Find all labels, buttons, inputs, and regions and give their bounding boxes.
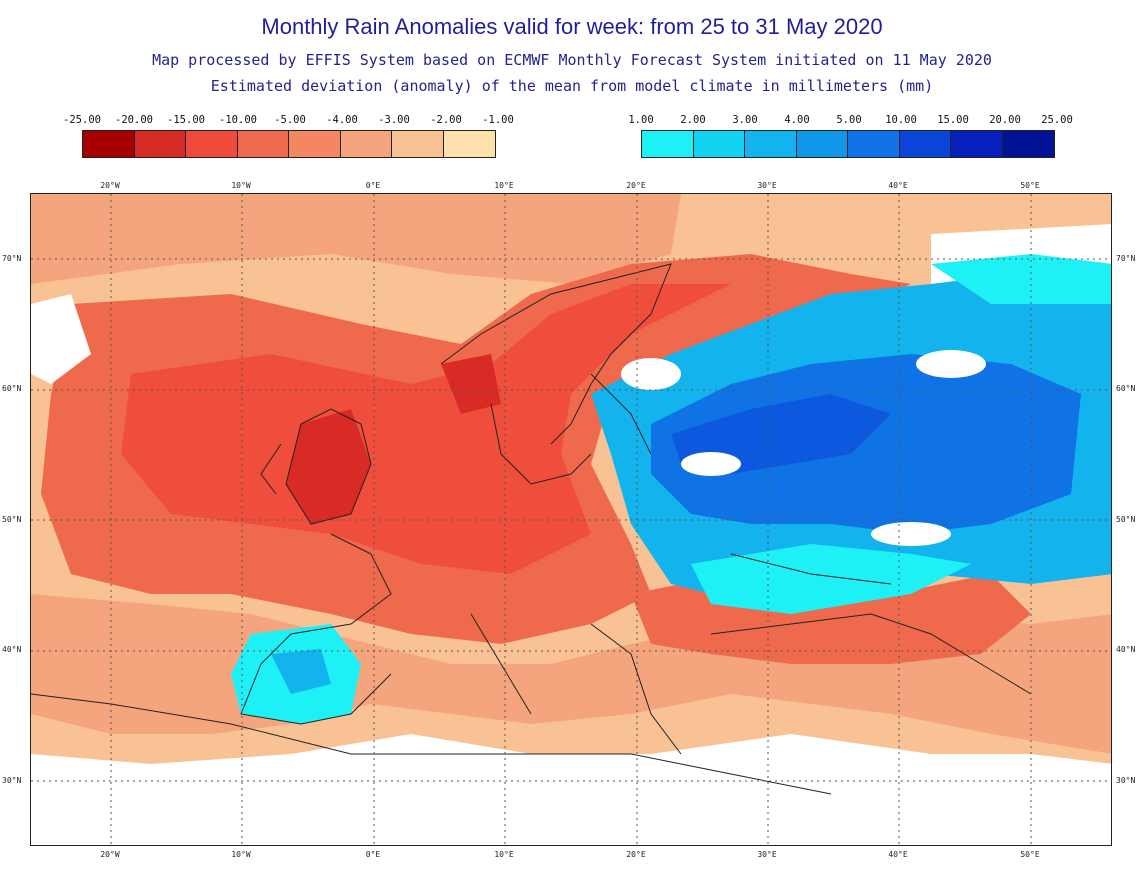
legend-negative-swatch bbox=[83, 131, 135, 157]
no-anomaly-zone-greenland bbox=[31, 294, 91, 384]
longitude-label-bottom: 10°W bbox=[231, 850, 251, 859]
latitude-label-left: 60°N bbox=[2, 384, 22, 393]
legend-positive-label: 5.00 bbox=[836, 114, 862, 126]
graticule bbox=[31, 194, 1111, 845]
legend-positive-label: 20.00 bbox=[989, 114, 1021, 126]
legend-negative-swatch bbox=[340, 131, 392, 157]
longitude-label-top: 0°E bbox=[365, 181, 381, 190]
legend-negative-label: -3.00 bbox=[378, 114, 410, 126]
no-anomaly-patch bbox=[621, 358, 681, 390]
legend-positive-label: 15.00 bbox=[937, 114, 969, 126]
legend-positive-label: 3.00 bbox=[732, 114, 758, 126]
legend-negative-labels: -25.00 -20.00 -15.00 -10.00 -5.00 -4.00 -3.00 -… bbox=[63, 114, 514, 128]
map-subtitle-processing: Map processed by EFFIS System based on E… bbox=[152, 51, 992, 69]
latitude-label-right: 40°N bbox=[1116, 645, 1136, 654]
anomaly-zone-north-atlantic bbox=[31, 194, 681, 284]
legend-negative-label: -5.00 bbox=[274, 114, 306, 126]
latitude-label-left: 30°N bbox=[2, 776, 22, 785]
anomaly-zone-core-red bbox=[121, 284, 731, 574]
latitude-label-left: 70°N bbox=[2, 254, 22, 263]
legend-negative-swatch bbox=[237, 131, 289, 157]
longitude-label-bottom: 30°E bbox=[757, 850, 777, 859]
longitude-label-top: 50°E bbox=[1020, 181, 1040, 190]
legend-negative-swatch bbox=[443, 131, 495, 157]
longitude-label-bottom: 40°E bbox=[888, 850, 908, 859]
longitude-label-top: 20°W bbox=[100, 181, 120, 190]
no-anomaly-patch bbox=[681, 452, 741, 476]
longitude-label-top: 40°E bbox=[888, 181, 908, 190]
anomaly-map[interactable] bbox=[30, 193, 1112, 846]
legend-positive-swatch bbox=[899, 131, 951, 157]
no-anomaly-patch bbox=[871, 522, 951, 546]
longitude-label-bottom: 20°E bbox=[626, 850, 646, 859]
legend-positive-label: 1.00 bbox=[628, 114, 654, 126]
legend-positive-swatches bbox=[641, 130, 1055, 158]
legend-positive-swatch bbox=[848, 131, 900, 157]
legend-positive-label: 10.00 bbox=[885, 114, 917, 126]
legend-positive-swatch bbox=[745, 131, 797, 157]
longitude-label-bottom: 20°W bbox=[100, 850, 120, 859]
legend-positive-swatch bbox=[1002, 131, 1054, 157]
anomaly-zone-british-isles bbox=[286, 409, 371, 524]
legend-positive-labels: 1.00 2.00 3.00 4.00 5.00 10.00 15.00 20.00 25.00 bbox=[628, 114, 1072, 128]
legend-positive-label: 25.00 bbox=[1041, 114, 1073, 126]
latitude-label-right: 60°N bbox=[1116, 384, 1136, 393]
legend-negative-swatch bbox=[186, 131, 238, 157]
legend-negative-swatch bbox=[289, 131, 341, 157]
anomaly-zone-norway bbox=[441, 354, 501, 414]
no-anomaly-zone-north-africa bbox=[31, 734, 1111, 845]
anomaly-zone-russia-wet-core bbox=[651, 354, 1081, 534]
latitude-label-right: 50°N bbox=[1116, 515, 1136, 524]
latitude-label-left: 40°N bbox=[2, 645, 22, 654]
legend-positive-swatch bbox=[796, 131, 848, 157]
legend-positive-swatch bbox=[951, 131, 1003, 157]
longitude-label-bottom: 50°E bbox=[1020, 850, 1040, 859]
longitude-label-top: 10°E bbox=[494, 181, 514, 190]
legend-negative-label: -2.00 bbox=[430, 114, 462, 126]
map-title: Monthly Rain Anomalies valid for week: f… bbox=[261, 14, 883, 39]
legend-negative-label: -15.00 bbox=[167, 114, 205, 126]
longitude-label-top: 30°E bbox=[757, 181, 777, 190]
longitude-label-bottom: 10°E bbox=[494, 850, 514, 859]
legend-negative-swatch bbox=[134, 131, 186, 157]
legend-negative-label: -4.00 bbox=[326, 114, 358, 126]
legend-positive-swatch bbox=[642, 131, 694, 157]
anomaly-map-canvas bbox=[31, 194, 1111, 845]
legend-negative-label: -10.00 bbox=[219, 114, 257, 126]
anomaly-zone-iberia-wet-core bbox=[271, 649, 331, 694]
longitude-label-bottom: 0°E bbox=[365, 850, 381, 859]
latitude-label-right: 30°N bbox=[1116, 776, 1136, 785]
legend-negative-label: -1.00 bbox=[482, 114, 514, 126]
coastlines bbox=[31, 263, 1032, 795]
map-subtitle-units: Estimated deviation (anomaly) of the mea… bbox=[210, 77, 934, 95]
legend-negative-swatches bbox=[82, 130, 496, 158]
legend-positive-label: 2.00 bbox=[680, 114, 706, 126]
latitude-label-right: 70°N bbox=[1116, 254, 1136, 263]
latitude-label-left: 50°N bbox=[2, 515, 22, 524]
legend-negative-swatch bbox=[392, 131, 444, 157]
legend-negative-label: -25.00 bbox=[63, 114, 101, 126]
legend-positive-swatch bbox=[693, 131, 745, 157]
longitude-label-top: 20°E bbox=[626, 181, 646, 190]
legend-negative-label: -20.00 bbox=[115, 114, 153, 126]
no-anomaly-patch bbox=[916, 350, 986, 378]
longitude-label-top: 10°W bbox=[231, 181, 251, 190]
legend-positive-label: 4.00 bbox=[784, 114, 810, 126]
anomaly-zone-arctic-light-wet bbox=[931, 254, 1111, 304]
